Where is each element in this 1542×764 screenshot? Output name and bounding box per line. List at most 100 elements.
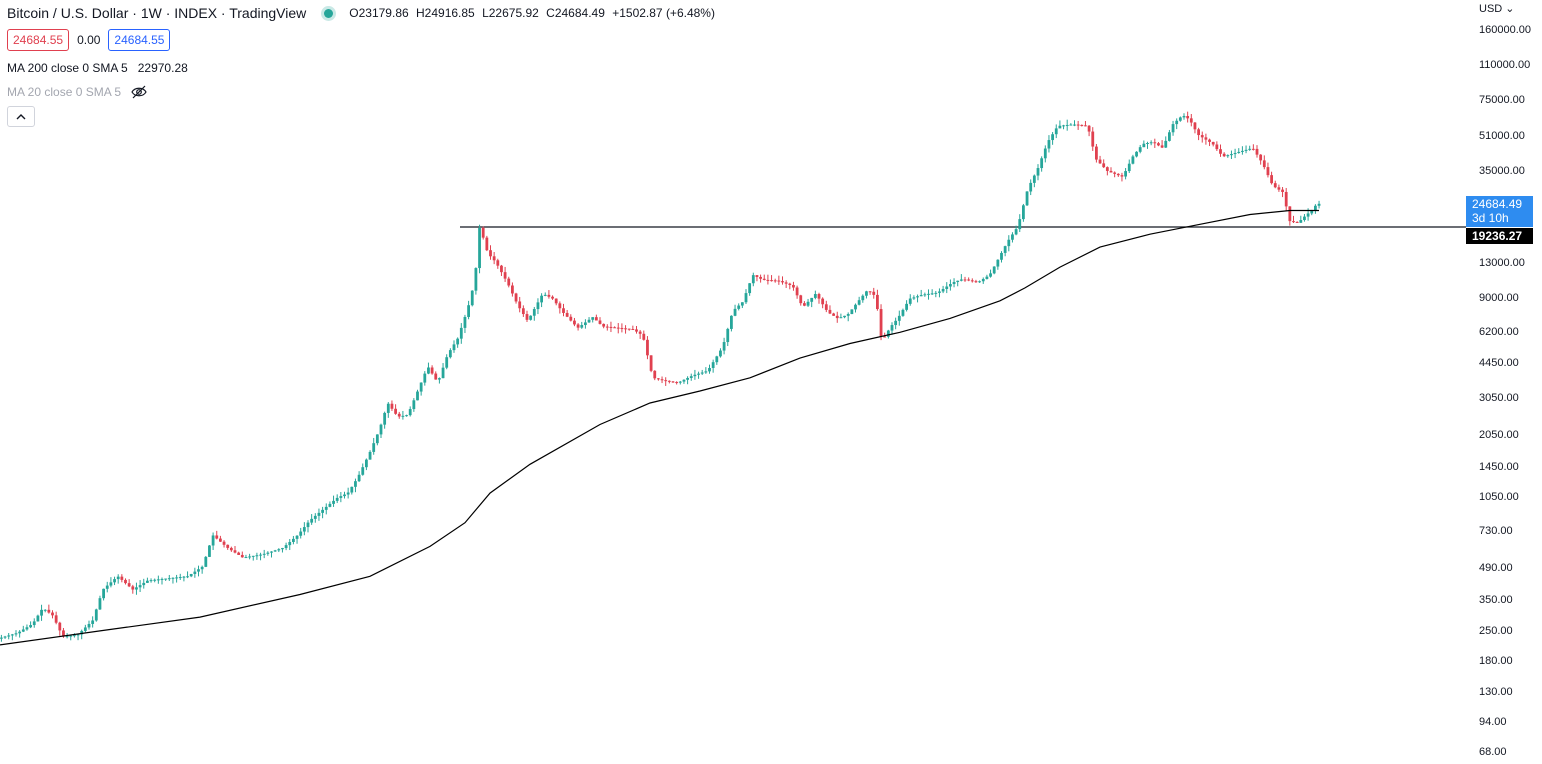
candle-body (379, 424, 383, 435)
candle-body (799, 295, 803, 304)
candle-body (295, 535, 299, 539)
candle-body (930, 293, 934, 295)
candle-body (171, 577, 175, 579)
candle-body (927, 293, 930, 295)
candle-body (861, 295, 865, 301)
candle-body (653, 370, 657, 379)
candle-body (616, 327, 620, 329)
ma20-label: MA 20 close 0 SMA 5 (7, 85, 122, 99)
candle-body (514, 293, 518, 302)
candle-body (156, 579, 160, 581)
candle-body (324, 506, 328, 510)
candle-body (751, 275, 755, 284)
candle-body (565, 312, 569, 317)
sell-price-button[interactable]: 24684.55 (7, 29, 70, 51)
indicator-ma20[interactable]: MA 20 close 0 SMA 5 (7, 85, 147, 99)
candle-body (1135, 151, 1138, 157)
axis-tick-label: 250.00 (1479, 624, 1513, 637)
candle-body (876, 294, 879, 310)
candle-body (905, 303, 908, 310)
axis-tick-label: 1050.00 (1479, 491, 1519, 504)
ohlc-values: O23179.86 H24916.85 L22675.92 C24684.49 … (349, 6, 719, 20)
axis-tick-label: 350.00 (1479, 593, 1513, 606)
candle-body (598, 320, 602, 324)
candle-body (781, 281, 784, 283)
candle-body (536, 302, 540, 310)
eye-hidden-icon[interactable] (131, 85, 147, 99)
candle-body (62, 630, 65, 637)
candle-body (496, 260, 500, 266)
candle-body (620, 327, 624, 329)
candle-body (1142, 143, 1146, 148)
candle-body (792, 284, 795, 288)
candle-body (897, 315, 901, 321)
price-chart[interactable] (0, 0, 1466, 764)
candle-body (339, 496, 343, 498)
candle-body (463, 316, 467, 328)
candle-body (200, 566, 204, 570)
candle-body (1131, 156, 1135, 164)
candle-body (427, 367, 430, 374)
axis-tick-label: 9000.00 (1479, 291, 1519, 304)
candle-body (266, 552, 270, 554)
candle-body (54, 615, 58, 623)
candle-body (448, 350, 452, 358)
indicator-ma200[interactable]: MA 200 close 0 SMA 5 22970.28 (7, 61, 188, 75)
candle-body (638, 331, 642, 334)
candle-body (372, 443, 376, 452)
ma200-line[interactable] (0, 209, 1319, 646)
symbol-title[interactable]: Bitcoin / U.S. Dollar · 1W · INDEX · Tra… (7, 5, 307, 21)
candle-body (1058, 125, 1062, 129)
candle-body (558, 303, 562, 309)
candle-body (1197, 129, 1200, 136)
candle-body (69, 635, 73, 637)
last-price-value: 24684.49 (1472, 197, 1523, 211)
currency-selector[interactable]: USD ⌄ (1479, 2, 1515, 15)
candle-body (25, 627, 29, 630)
buy-price-button[interactable]: 24684.55 (108, 29, 171, 51)
candle-body (328, 503, 332, 507)
candle-body (1248, 148, 1252, 150)
candle-body (1113, 172, 1117, 174)
candle-body (759, 276, 762, 279)
candle-body (627, 328, 631, 330)
candle-body (562, 308, 565, 313)
candle-body (879, 309, 883, 337)
candle-body (3, 636, 7, 638)
candle-body (1160, 145, 1164, 148)
candle-body (248, 556, 251, 558)
candle-body (730, 315, 733, 329)
candle-body (1073, 124, 1076, 126)
candle-body (182, 576, 186, 578)
candle-body (1288, 206, 1292, 222)
candle-body (1084, 125, 1087, 127)
candle-body (1138, 147, 1142, 152)
candle-body (1164, 140, 1168, 148)
candle-body (1211, 141, 1215, 145)
candle-body (1273, 183, 1277, 188)
candle-body (1208, 139, 1211, 142)
candle-body (908, 298, 912, 304)
candle-body (306, 522, 310, 528)
candle-body (354, 481, 357, 487)
candle-body (594, 317, 598, 321)
candle-body (416, 391, 419, 401)
candle-body (102, 588, 105, 599)
candle-body (73, 635, 76, 637)
candle-body (1182, 116, 1186, 118)
candle-body (624, 328, 627, 330)
candle-body (1116, 173, 1120, 176)
candle-body (554, 298, 558, 304)
candle-body (697, 373, 700, 375)
collapse-legend-button[interactable] (7, 106, 35, 127)
candle-body (229, 547, 233, 551)
candle-body (854, 304, 857, 310)
candle-body (273, 550, 277, 552)
axis-tick-label: 110000.00 (1479, 58, 1531, 71)
candle-body (65, 636, 69, 638)
candle-body (1003, 246, 1007, 253)
price-axis[interactable] (1466, 0, 1542, 764)
candle-body (83, 627, 87, 631)
candle-body (784, 282, 788, 284)
bar-countdown: 3d 10h (1472, 211, 1509, 225)
